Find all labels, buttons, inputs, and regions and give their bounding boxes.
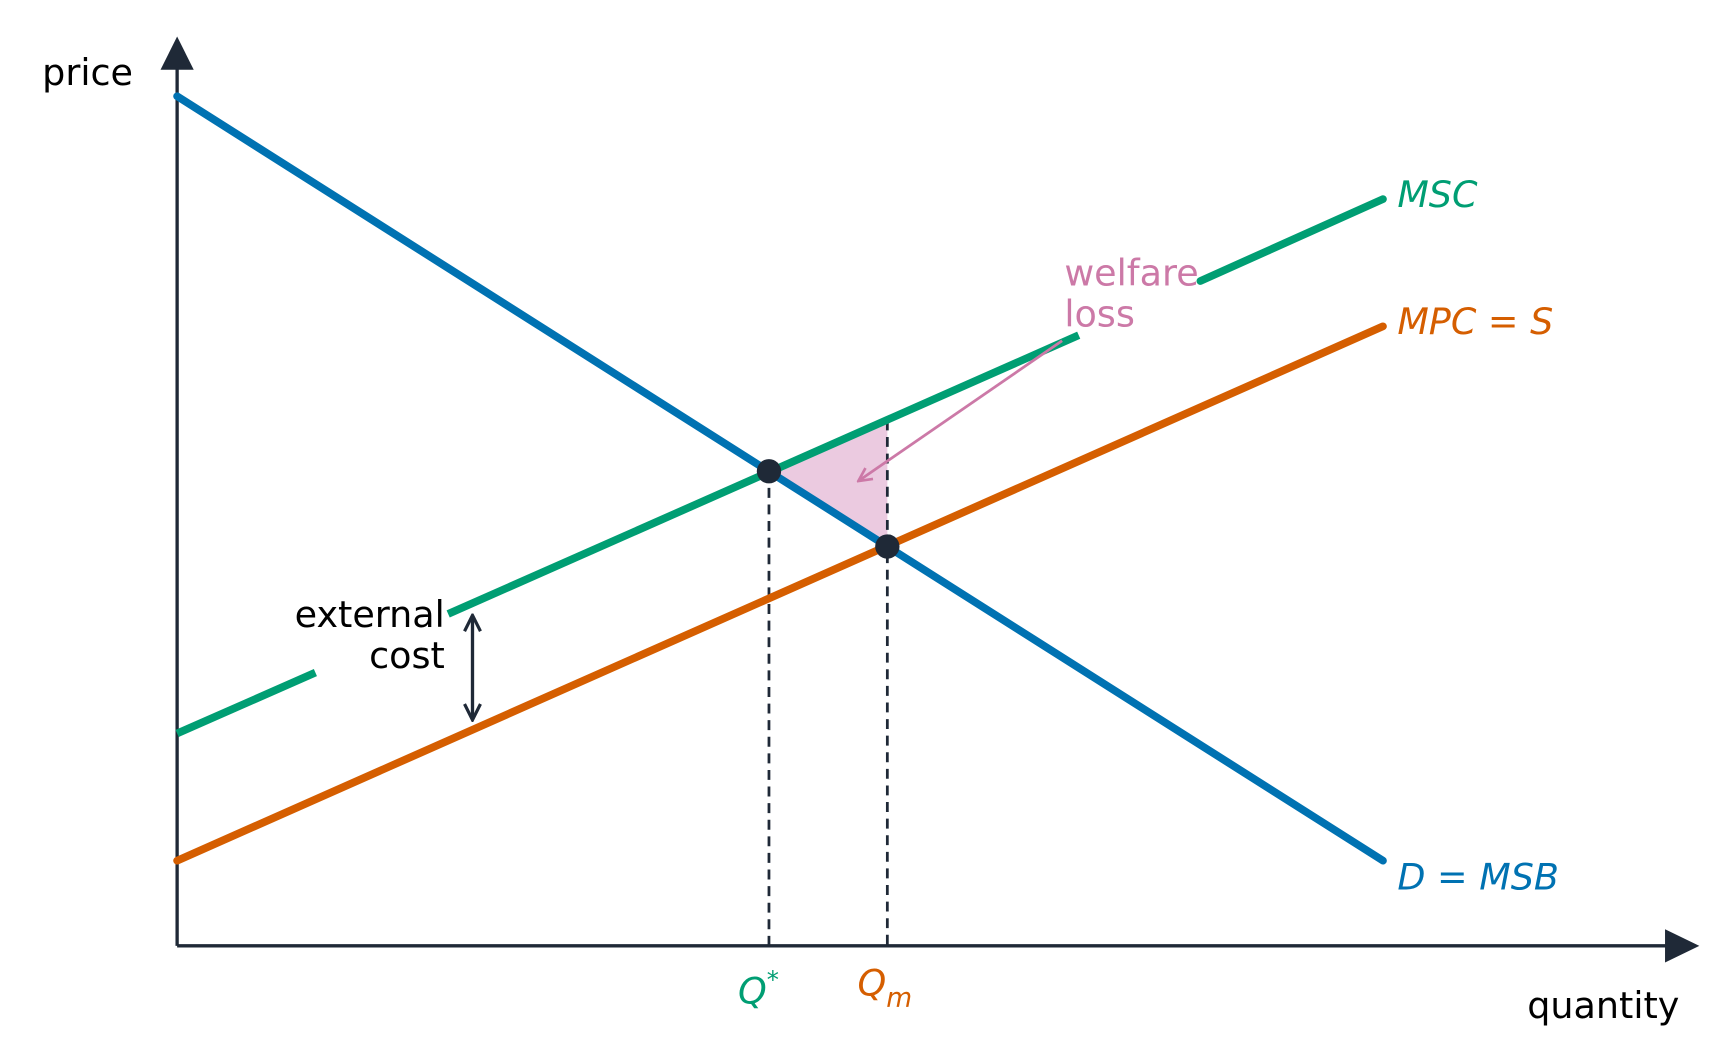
y-axis-arrow xyxy=(160,36,194,70)
q-m-base: Q xyxy=(857,962,886,1005)
welfare-loss-label: loss xyxy=(1064,292,1135,335)
x-axis-arrow xyxy=(1665,929,1700,963)
q-m-label: Qm xyxy=(857,962,912,1014)
x-axis-label: quantity xyxy=(1527,984,1679,1027)
external-cost-label: cost xyxy=(369,634,445,677)
welfare-loss-area xyxy=(768,420,888,547)
market-equilibrium xyxy=(875,534,900,559)
mpc-label: MPC = S xyxy=(1397,300,1553,343)
q-m-sub: m xyxy=(886,983,912,1014)
msc-curve xyxy=(1196,195,1387,285)
q-star-base: Q xyxy=(738,969,767,1012)
q-star-label: Q* xyxy=(738,965,779,1012)
msc-label: MSC xyxy=(1397,173,1478,216)
external-cost-label: external xyxy=(295,593,445,636)
demand-label: D = MSB xyxy=(1397,855,1559,898)
q-star-sup: * xyxy=(767,965,779,994)
welfare-loss-arrow xyxy=(860,339,1063,480)
y-axis-label: price xyxy=(42,51,133,94)
social-optimum xyxy=(756,459,782,484)
welfare-loss-label: welfare xyxy=(1064,251,1198,294)
msc-curve xyxy=(175,669,317,737)
demand-curve xyxy=(173,92,1387,865)
mpc-curve xyxy=(173,322,1387,865)
